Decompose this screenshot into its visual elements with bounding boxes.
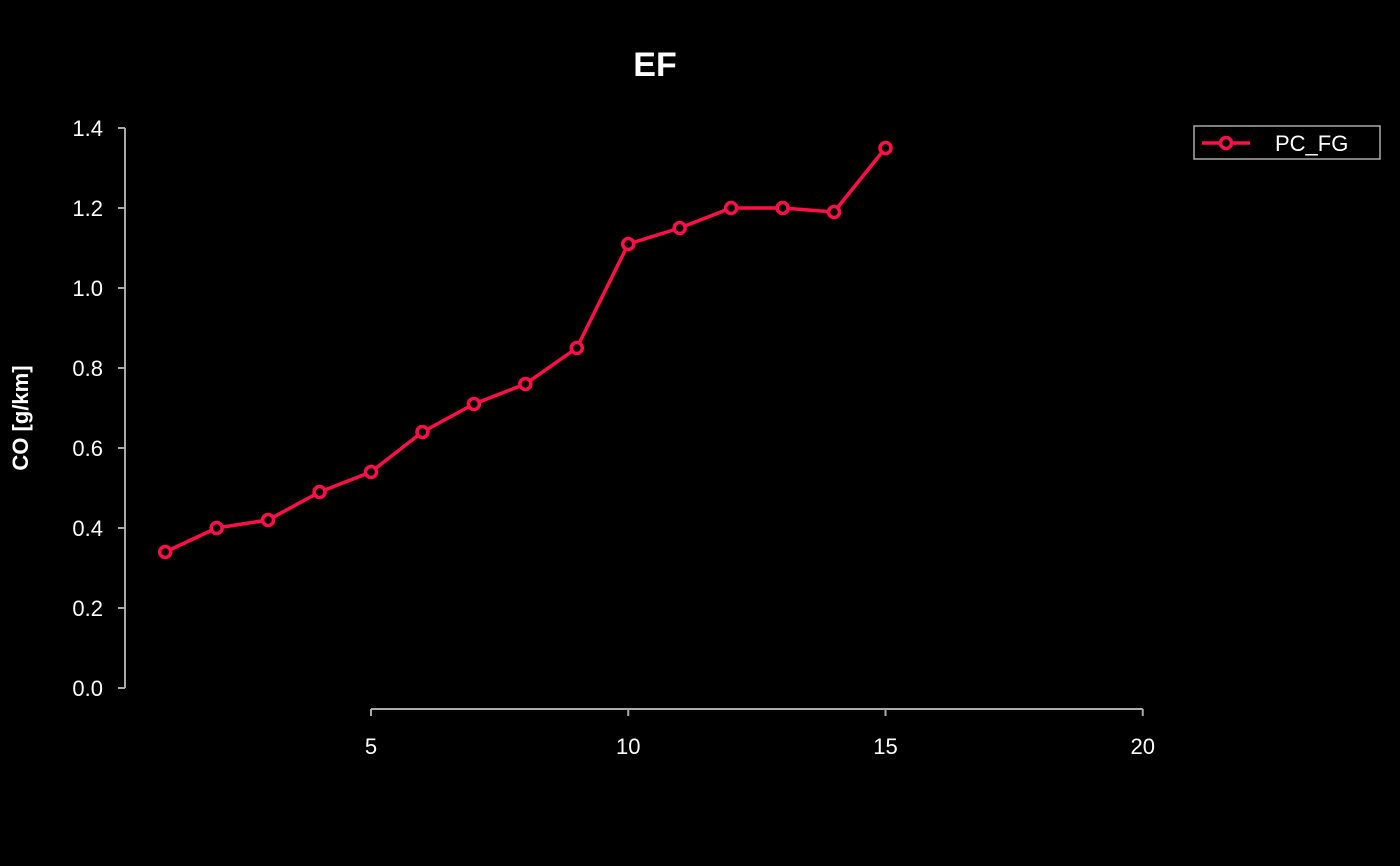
legend-marker-swatch	[1218, 135, 1234, 151]
y-tick-label: 1.2	[72, 196, 103, 221]
x-axis: 5 10 15 20	[365, 708, 1155, 759]
data-point	[157, 544, 173, 560]
data-point	[826, 204, 842, 220]
x-tick-label: 10	[616, 734, 640, 759]
data-point	[723, 200, 739, 216]
y-tick-label: 0.2	[72, 596, 103, 621]
y-tick-label: 0.4	[72, 516, 103, 541]
y-tick-label: 0.0	[72, 676, 103, 701]
legend: PC_FG	[1193, 125, 1381, 160]
y-tick-label: 0.6	[72, 436, 103, 461]
data-point	[466, 396, 482, 412]
data-point	[209, 520, 224, 536]
data-point	[312, 484, 327, 500]
data-point	[518, 376, 533, 392]
x-tick-label: 20	[1131, 734, 1155, 759]
x-tick-label: 15	[873, 734, 897, 759]
data-point	[260, 512, 276, 528]
data-point	[775, 200, 790, 216]
data-point	[878, 140, 893, 156]
y-tick-label: 1.0	[72, 276, 103, 301]
data-point	[672, 220, 687, 236]
x-tick-label: 5	[365, 734, 377, 759]
series-layer	[157, 140, 893, 560]
data-point	[363, 464, 379, 480]
y-axis-label: CO [g/km]	[8, 365, 33, 470]
data-point	[569, 340, 585, 356]
data-point	[621, 236, 636, 252]
y-axis: 0.0 0.2 0.4 0.6 0.8 1.0 1.2 1.4	[72, 116, 126, 701]
y-tick-label: 0.8	[72, 356, 103, 381]
chart-title: EF	[633, 46, 676, 84]
legend-label: PC_FG	[1275, 131, 1348, 156]
y-tick-label: 1.4	[72, 116, 103, 141]
data-point	[415, 424, 430, 440]
